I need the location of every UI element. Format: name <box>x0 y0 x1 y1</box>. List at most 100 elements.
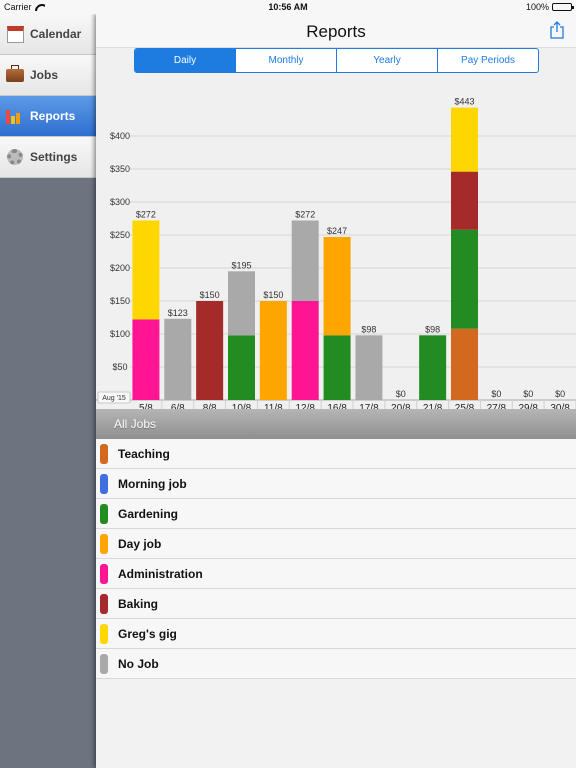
bar-total-label: $98 <box>425 324 440 334</box>
x-tick-label: 11/8 <box>264 403 283 414</box>
sidebar-item-label: Calendar <box>30 27 82 41</box>
navigation-bar: Reports <box>96 14 576 48</box>
sidebar-item-label: Jobs <box>30 68 59 82</box>
bar-total-label: $272 <box>136 209 156 219</box>
job-row-administration[interactable]: Administration <box>96 559 576 589</box>
job-row-morning-job[interactable]: Morning job <box>96 469 576 499</box>
bar-segment <box>323 335 351 400</box>
bar-segment <box>291 301 319 400</box>
sidebar-item-label: Reports <box>30 109 76 123</box>
x-tick-label: 21/8 <box>423 403 443 414</box>
x-tick-label: 5/8 <box>139 403 153 414</box>
bar-segment <box>291 220 319 301</box>
color-swatch <box>100 593 108 614</box>
y-tick-label: $50 <box>112 362 127 372</box>
sidebar: Calendar Jobs Reports Settings <box>0 14 96 768</box>
briefcase-icon <box>6 64 24 84</box>
job-label: Day job <box>118 536 162 551</box>
bar-total-label: $98 <box>361 324 376 334</box>
report-chart: $50 $100 $150 $200 $250 $300 $350 $400 $272 5/8 $1… <box>96 48 576 415</box>
color-swatch <box>100 563 108 584</box>
bar-total-label: $0 <box>396 389 406 399</box>
bar-segment <box>196 301 224 400</box>
y-tick-label: $250 <box>110 230 130 240</box>
job-row-gardening[interactable]: Gardening <box>96 499 576 529</box>
job-label: Morning job <box>118 476 187 491</box>
status-bar: Carrier 10:56 AM 100% <box>0 0 576 14</box>
calendar-icon <box>6 25 24 43</box>
sidebar-item-settings[interactable]: Settings <box>0 137 96 178</box>
bar-segment <box>132 319 160 400</box>
x-tick-label: 30/8 <box>550 403 570 414</box>
bar-total-label: $150 <box>263 290 283 300</box>
status-time: 10:56 AM <box>268 2 308 12</box>
bar-segment <box>451 107 478 172</box>
x-tick-label: 27/8 <box>487 403 507 414</box>
x-tick-label: 29/8 <box>518 403 538 414</box>
job-row-baking[interactable]: Baking <box>96 589 576 619</box>
color-swatch <box>100 623 108 644</box>
bar-segment <box>451 229 478 329</box>
gear-icon <box>6 148 24 166</box>
bar-chart-icon <box>6 107 24 125</box>
bar-segment <box>323 236 351 336</box>
x-tick-label: 8/8 <box>203 403 217 414</box>
list-header[interactable]: All Jobs <box>96 409 576 439</box>
x-tick-label: 25/8 <box>455 403 475 414</box>
status-left: Carrier <box>4 2 45 12</box>
bar-segment <box>132 220 160 320</box>
bar-total-label: $0 <box>491 389 501 399</box>
job-label: Administration <box>118 566 203 581</box>
page-title: Reports <box>306 22 366 41</box>
bar-segment <box>355 335 383 400</box>
sidebar-item-reports[interactable]: Reports <box>0 96 96 137</box>
sidebar-item-label: Settings <box>30 150 78 164</box>
segment-pay-periods[interactable]: Pay Periods <box>461 55 515 66</box>
bar-total-label: $443 <box>454 97 474 107</box>
color-swatch <box>100 503 108 524</box>
carrier-label: Carrier <box>4 2 32 12</box>
color-swatch <box>100 653 108 674</box>
period-segmented-control: Daily Monthly Yearly Pay Periods <box>134 48 539 73</box>
x-tick-label: 17/8 <box>359 403 379 414</box>
sidebar-item-calendar[interactable]: Calendar <box>0 14 96 55</box>
period-badge <box>97 391 131 404</box>
job-label: Gardening <box>118 506 179 521</box>
job-row-gregs-gig[interactable]: Greg's gig <box>96 619 576 649</box>
bar-chart: $50 $100 $150 $200 $250 $300 $350 $400 $272 5/8 $1… <box>96 97 576 414</box>
segment-monthly[interactable]: Monthly <box>236 49 337 72</box>
color-swatch <box>100 443 108 464</box>
y-tick-label: $100 <box>110 329 130 339</box>
job-row-no-job[interactable]: No Job <box>96 649 576 679</box>
y-tick-label: $400 <box>110 131 130 141</box>
status-right: 100% <box>526 2 574 12</box>
x-tick-label: 16/8 <box>327 403 347 414</box>
y-tick-label: $300 <box>110 197 130 207</box>
share-icon[interactable] <box>550 21 564 39</box>
bar-total-label: $0 <box>523 389 533 399</box>
job-label: Teaching <box>118 446 170 461</box>
bar-segment <box>228 271 255 336</box>
y-tick-label: $350 <box>110 164 130 174</box>
x-tick-label: 20/8 <box>391 403 411 414</box>
bar-total-label: $150 <box>200 290 220 300</box>
job-label: No Job <box>118 656 159 671</box>
segment-daily[interactable]: Daily <box>135 49 236 72</box>
bar-segment <box>419 335 447 400</box>
jobs-legend-list: All Jobs Teaching Morning job Gardening … <box>96 409 576 679</box>
segment-yearly[interactable]: Yearly <box>337 49 438 72</box>
x-tick-label: 10/8 <box>232 403 252 414</box>
color-swatch <box>100 533 108 554</box>
y-tick-label: $150 <box>110 296 130 306</box>
x-tick-label: 12/8 <box>295 403 315 414</box>
job-row-teaching[interactable]: Teaching <box>96 439 576 469</box>
color-swatch <box>100 473 108 494</box>
y-tick-label: $200 <box>110 263 130 273</box>
sidebar-item-jobs[interactable]: Jobs <box>0 55 96 96</box>
battery-icon <box>552 3 574 11</box>
job-label: Baking <box>118 596 159 611</box>
bar-segment <box>451 328 478 400</box>
job-row-day-job[interactable]: Day job <box>96 529 576 559</box>
x-tick-label: 6/8 <box>171 403 185 414</box>
bar-total-label: $0 <box>555 389 565 399</box>
